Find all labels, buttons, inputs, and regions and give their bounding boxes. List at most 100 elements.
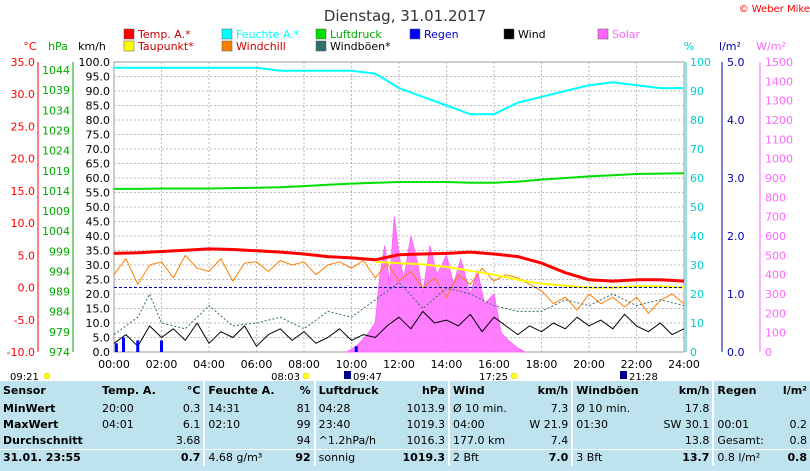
row-label: MinWert	[3, 402, 56, 415]
solar-tick-label: 0	[765, 346, 772, 359]
table-cell: 1013.9	[406, 402, 445, 415]
table-cell: 92	[288, 449, 315, 466]
legend-label: Feuchte A.*	[236, 28, 300, 41]
legend-swatch-icon	[123, 28, 135, 40]
table-cell: 00:01	[712, 417, 776, 433]
wind-tick-label: 25.0	[86, 274, 111, 287]
wind-tick-label: 95.0	[86, 71, 111, 84]
pressure-tick-label: 979	[49, 326, 70, 339]
header-temp: Temp. A.	[102, 384, 156, 397]
table-cell: 04:00	[447, 417, 520, 433]
wind-tick-label: 50.0	[86, 201, 111, 214]
table-cell	[571, 433, 653, 450]
legend-swatch-icon	[597, 28, 609, 40]
table-row: 31.01. 23:55 0.7 4.68 g/m³ 92 sonnig 101…	[0, 449, 810, 466]
solar-tick-label: 1200	[765, 114, 793, 127]
header-gust-unit: km/h	[678, 384, 710, 397]
rain-tick-label: 1.0	[727, 288, 745, 301]
temp-tick-label: 35.0	[11, 56, 36, 69]
row-label: Durchschnitt	[3, 434, 83, 447]
table-cell: 0.2	[789, 418, 808, 431]
solar-tick-label: 200	[765, 307, 786, 320]
table-cell: 6.1	[182, 418, 201, 431]
x-tick-label: 04:00	[193, 358, 225, 371]
header-wind: Wind	[447, 381, 520, 401]
pressure-tick-label: 1024	[42, 145, 70, 158]
sun-icon	[302, 372, 310, 380]
table-cell	[712, 401, 776, 417]
sun-icon	[510, 372, 518, 380]
x-tick-label: 14:00	[431, 358, 463, 371]
table-cell: W 21.9	[529, 418, 569, 431]
x-tick-label: 00:00	[98, 358, 130, 371]
humidity-tick-label: 10	[690, 317, 704, 330]
rain-tick-label: 4.0	[727, 114, 745, 127]
table-cell: 3 Bft	[571, 449, 653, 466]
header-sensor: Sensor	[3, 384, 46, 397]
pressure-tick-label: 1019	[42, 165, 70, 178]
temp-tick-label: -5.0	[14, 314, 35, 327]
humidity-tick-label: 0	[690, 346, 697, 359]
wind-tick-label: 35.0	[86, 245, 111, 258]
x-tick-label: 24:00	[668, 358, 700, 371]
table-cell: sonnig	[313, 449, 392, 466]
legend-label: Windböen*	[330, 40, 391, 53]
table-cell: 20:00	[102, 402, 134, 415]
table-row: MinWert 20:00 0.3 14:31 81 04:28 1013.9 …	[0, 401, 810, 417]
table-cell: 3.68	[175, 434, 201, 447]
solar-tick-label: 800	[765, 191, 786, 204]
legend-swatch-icon	[221, 40, 233, 52]
wind-tick-label: 0.0	[93, 346, 111, 359]
moon-icon	[620, 371, 627, 379]
series-windb-en-line	[113, 281, 685, 336]
rain-bar	[122, 337, 125, 352]
temp-tick-label: 5.0	[18, 249, 36, 262]
wind-tick-label: 55.0	[86, 187, 111, 200]
humidity-tick-label: 100	[690, 56, 711, 69]
x-tick-label: 08:00	[288, 358, 320, 371]
table-cell: 94	[296, 434, 311, 447]
table-cell: 02:10	[203, 417, 289, 433]
legend-label: Temp. A.*	[137, 28, 191, 41]
legend-label: Windchill	[236, 40, 286, 53]
stats-table: Sensor Temp. A. °C Feuchte A. % Luftdruc…	[0, 381, 810, 471]
table-cell: 2 Bft	[447, 449, 520, 466]
series-taupunkt-line	[375, 260, 685, 289]
header-temp-unit: °C	[186, 384, 201, 397]
chart-legend: Temp. A.* Feuchte A.* Luftdruck Regen Wind So…	[123, 28, 641, 53]
wind-tick-label: 15.0	[86, 303, 111, 316]
table-cell	[775, 401, 810, 417]
rain-bar	[136, 340, 140, 352]
table-cell: 23:40	[313, 417, 392, 433]
table-cell: 7.3	[550, 402, 569, 415]
legend-swatch-icon	[409, 28, 421, 40]
rain-tick-label: 2.0	[727, 230, 745, 243]
table-cell: 0.3	[182, 402, 201, 415]
pressure-tick-label: 989	[49, 286, 70, 299]
solar-tick-label: 500	[765, 249, 786, 262]
table-cell: 01:30	[571, 417, 653, 433]
wind-tick-label: 40.0	[86, 230, 111, 243]
sun-marker-label: 09:21	[10, 372, 39, 381]
wind-tick-label: 30.0	[86, 259, 111, 272]
wind-tick-label: 90.0	[86, 85, 111, 98]
table-cell: 99	[296, 418, 311, 431]
solar-tick-label: 900	[765, 172, 786, 185]
rain-bar	[354, 346, 358, 352]
solar-tick-label: 400	[765, 269, 786, 282]
wind-tick-label: 10.0	[86, 317, 111, 330]
humidity-tick-label: 70	[690, 143, 704, 156]
rain-tick-label: 5.0	[727, 56, 745, 69]
table-cell: 4.68 g/m³	[203, 449, 289, 466]
series-wind-line	[113, 310, 685, 347]
header-pressure-unit: hPa	[421, 384, 445, 397]
legend-label: Luftdruck	[330, 28, 382, 41]
temp-tick-label: 20.0	[11, 153, 36, 166]
table-cell: 177.0 km	[447, 433, 520, 450]
sun-marker-label: 09:47	[353, 372, 382, 381]
humidity-tick-label: 30	[690, 259, 704, 272]
header-pressure: Luftdruck	[313, 381, 392, 401]
legend-swatch-icon	[315, 28, 327, 40]
wind-tick-label: 100.0	[79, 56, 111, 69]
x-tick-label: 16:00	[478, 358, 510, 371]
